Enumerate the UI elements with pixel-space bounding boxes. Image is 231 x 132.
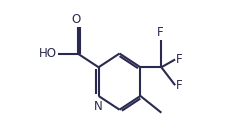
Text: F: F (176, 79, 182, 92)
Text: O: O (72, 13, 81, 26)
Text: F: F (176, 53, 182, 66)
Text: F: F (156, 26, 163, 39)
Text: HO: HO (39, 47, 57, 60)
Text: N: N (94, 100, 103, 113)
